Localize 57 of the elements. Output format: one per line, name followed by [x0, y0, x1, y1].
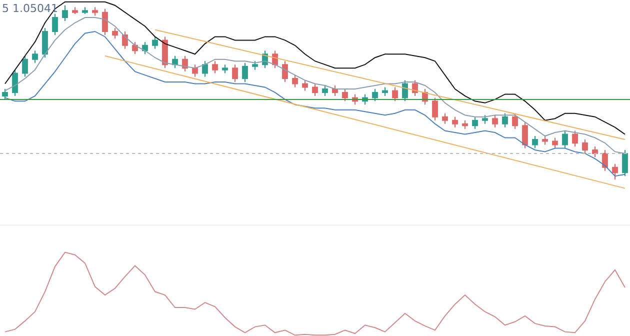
candlestick	[112, 28, 118, 39]
candlestick	[602, 149, 608, 172]
candlestick	[22, 55, 28, 78]
candlestick	[82, 6, 88, 15]
candlestick	[492, 114, 498, 128]
candlestick	[62, 4, 68, 22]
candlestick	[302, 80, 308, 92]
candlestick	[42, 28, 48, 58]
annotation: 5 1.05041	[2, 2, 58, 15]
candlestick	[322, 85, 328, 96]
candlestick	[392, 86, 398, 102]
candlestick	[252, 60, 258, 70]
candlestick	[552, 137, 558, 149]
candlestick	[502, 112, 508, 128]
candlestick	[242, 62, 248, 83]
candlestick	[522, 122, 528, 149]
candlestick	[32, 50, 38, 64]
candlestick	[382, 86, 388, 96]
candlestick	[572, 130, 578, 147]
candlestick	[222, 64, 228, 74]
candlestick	[432, 97, 438, 121]
candlestick	[442, 112, 448, 124]
candlestick	[282, 60, 288, 83]
candlestick	[592, 146, 598, 158]
candlestick	[182, 55, 188, 72]
candlestick	[332, 85, 338, 96]
candlestick	[52, 14, 58, 36]
candlestick	[312, 83, 318, 96]
candlestick	[292, 74, 298, 88]
candlestick	[342, 88, 348, 102]
candlestick	[162, 36, 168, 69]
candlestick	[2, 88, 8, 100]
candlestick	[612, 163, 618, 180]
candlestick	[202, 60, 208, 78]
candlestick	[532, 136, 538, 149]
candlestick	[92, 6, 98, 16]
candlestick	[482, 114, 488, 124]
candlestick	[512, 112, 518, 130]
candlestick	[402, 80, 408, 102]
candlestick	[192, 64, 198, 78]
candlestick	[72, 6, 78, 15]
candlestick	[582, 139, 588, 154]
candlestick	[152, 36, 158, 50]
candlestick	[232, 64, 238, 83]
candlestick	[452, 116, 458, 128]
candlestick	[622, 149, 628, 177]
candlestick	[212, 60, 218, 74]
candlestick	[372, 88, 378, 102]
candlestick	[102, 8, 108, 36]
candlestick	[472, 116, 478, 130]
candlestick	[12, 69, 18, 96]
candlestick	[122, 30, 128, 50]
candlestick	[412, 80, 418, 96]
candlestick	[542, 136, 548, 146]
candlestick	[132, 41, 138, 55]
candlestick	[562, 130, 568, 149]
candlestick	[462, 120, 468, 130]
